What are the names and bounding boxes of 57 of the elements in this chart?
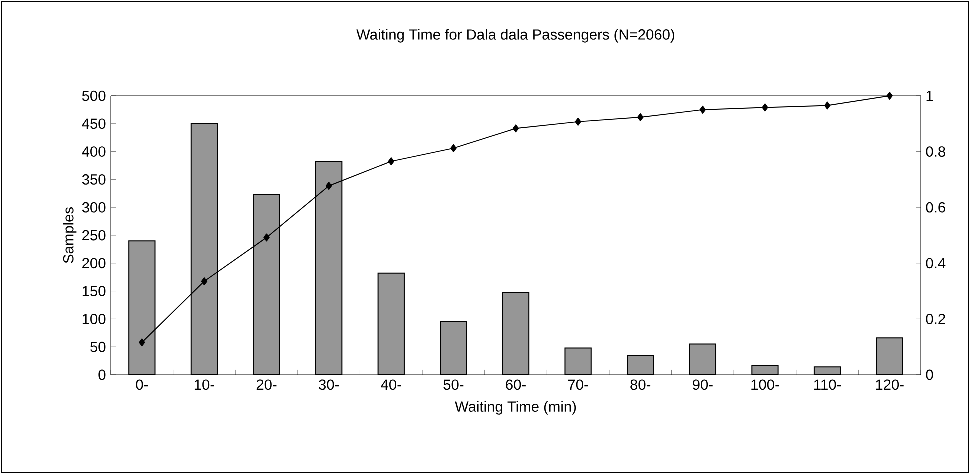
x-tick-label: 50- [444,380,464,390]
point [388,158,395,166]
bar [253,194,280,375]
x-tick-label: 10- [194,380,214,390]
x-tick-label: 120- [876,380,904,390]
y2-tick-label: 0.6 [926,202,946,213]
bar [689,344,717,375]
point [139,338,146,347]
x-tick-label: 0- [136,380,148,390]
bar [378,272,405,375]
x-tick-label: 90- [693,380,713,390]
y2-tick-label: 0.2 [926,314,946,324]
x-tick-label: 60- [506,380,526,390]
x-tick-label: 20- [256,380,277,390]
point [201,278,208,286]
point [886,92,893,100]
x-tick-label: 110- [814,380,842,390]
x-tick-label: 100- [752,380,780,390]
y-tick-label: 250 [82,230,106,241]
x-tick-label: 80- [630,380,651,390]
y-tick-label: 500 [82,90,106,102]
chart-title: Waiting Time for Dala dala Passengers (N=2060) [356,29,674,43]
bar [316,161,343,375]
y2-tick-label: 0.8 [926,146,946,157]
y2-tick-label: 1 [926,90,934,102]
y-tick-label: 400 [82,146,106,157]
y-tick-label: 300 [82,202,106,213]
point [326,182,332,190]
x-tick-label: 30- [319,380,340,390]
point [637,113,644,122]
y-axis-title: Samples [63,208,77,264]
bar [440,321,468,375]
point [575,118,582,126]
point [264,234,270,242]
y-tick-label: 0 [98,370,106,380]
point [762,104,768,112]
point [700,106,706,114]
point [512,124,520,133]
y-tick-label: 450 [82,118,106,130]
y2-tick-label: 0 [926,370,934,380]
point [450,144,457,152]
point [824,102,831,110]
y-tick-label: 350 [82,174,106,185]
x-tick-label: 70- [568,380,588,390]
bar [564,348,592,375]
bar [502,292,530,375]
y-tick-label: 50 [90,342,106,352]
x-axis-title: Waiting Time (min) [455,401,576,415]
bar [627,356,654,375]
y-tick-label: 100 [82,314,106,324]
y2-tick-label: 0.4 [926,258,946,269]
y-tick-label: 150 [82,286,106,296]
bar [190,123,218,375]
bar [876,338,904,375]
x-tick-label: 40- [381,380,402,390]
y-tick-label: 200 [82,258,106,269]
bar [128,240,156,375]
